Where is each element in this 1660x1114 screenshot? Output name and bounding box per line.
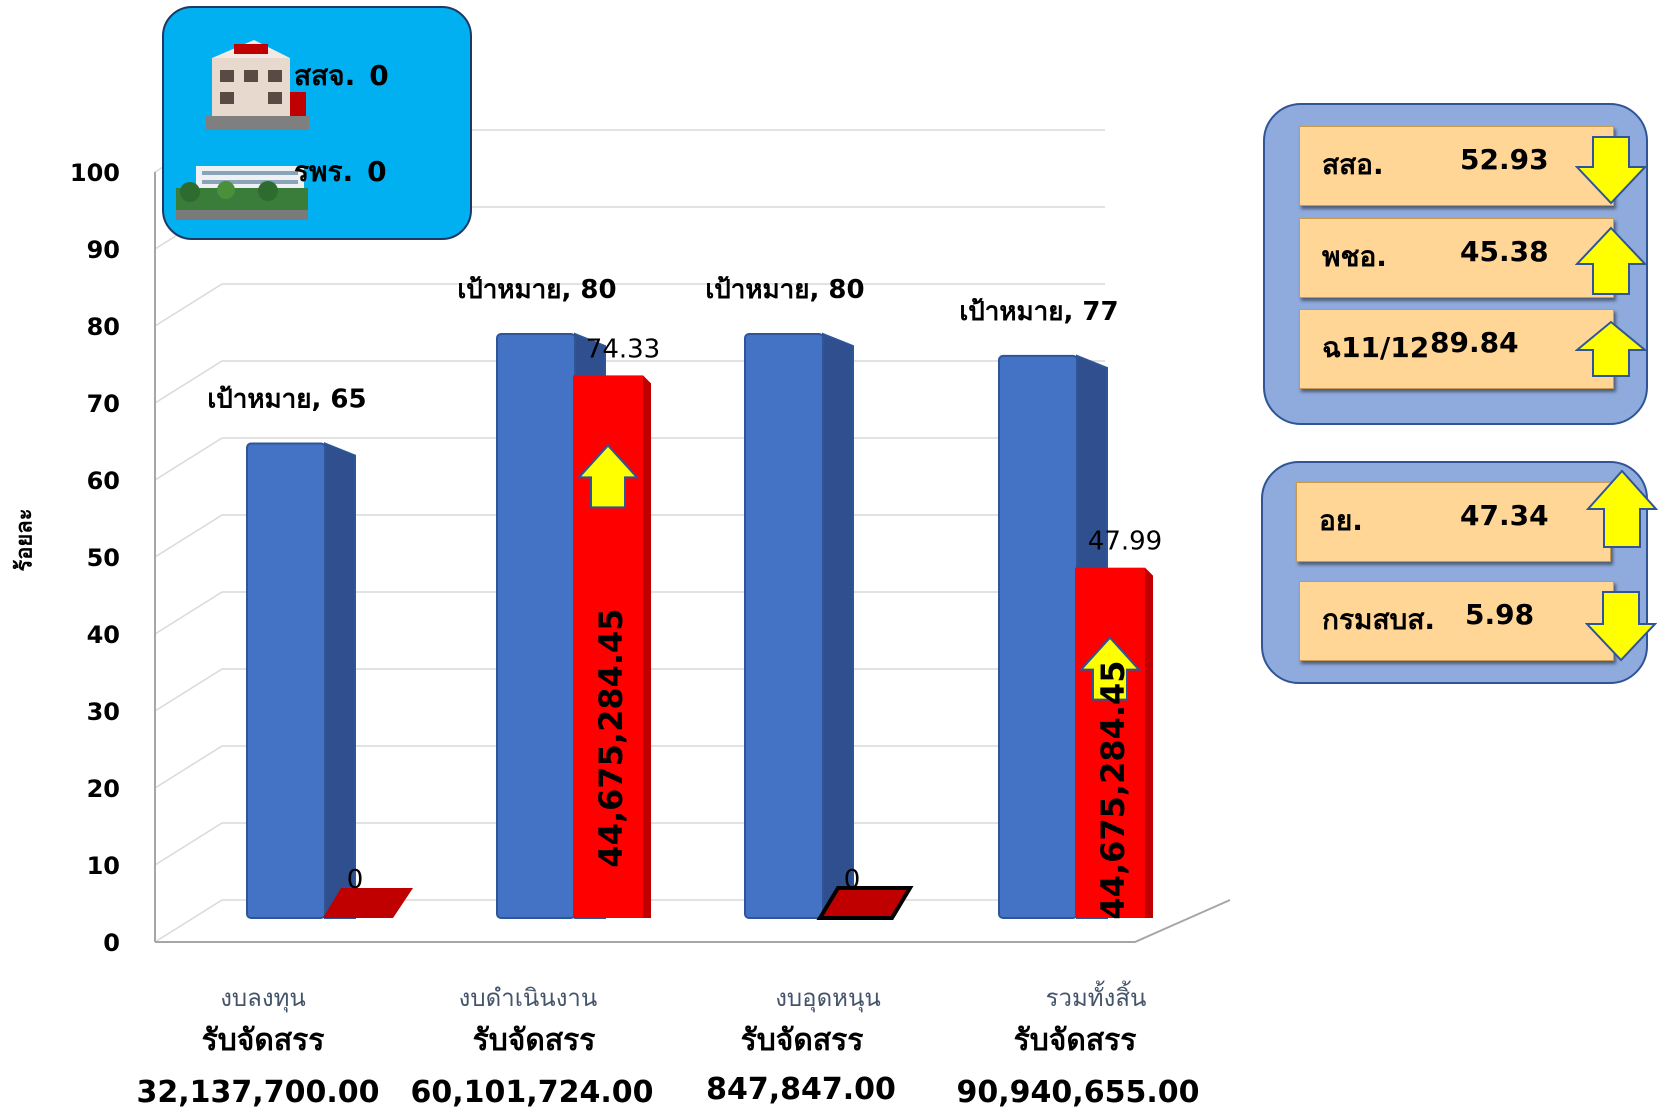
allocation-amount: 90,940,655.00 (956, 1075, 1200, 1110)
indicator-label: ฉ11/12 (1322, 331, 1430, 364)
y-tick-label: 90 (87, 236, 120, 264)
arrow-up-icon (1575, 226, 1647, 295)
indicator-card: อย. 47.34 (1296, 482, 1611, 562)
gridline (154, 745, 223, 789)
x-category-label: งบลงทุน (220, 984, 306, 1012)
allocation-amount: 60,101,724.00 (410, 1075, 654, 1110)
inset-row-hospital: รพร. 0 (294, 150, 401, 194)
arrow-up-icon (1078, 636, 1142, 701)
indicator-card: กรมสบส. 5.98 (1299, 581, 1614, 661)
indicator-value: 47.34 (1460, 499, 1549, 532)
gridline (154, 822, 223, 866)
y-tick-label: 70 (87, 390, 120, 418)
indicator-card: ฉ11/12 89.84 (1299, 309, 1614, 389)
target-bar (496, 333, 576, 919)
y-tick-label: 60 (87, 467, 120, 495)
allocation-heading: รับจัดสรร (201, 1023, 325, 1058)
allocation-heading: รับจัดสรร (1013, 1023, 1137, 1058)
arrow-down-icon (1585, 591, 1657, 662)
allocation-amount: 847,847.00 (706, 1072, 896, 1107)
y-tick-label: 10 (87, 852, 120, 880)
indicator-label: สสอ. (1322, 148, 1384, 181)
indicator-label: อย. (1319, 504, 1363, 537)
hospital-image (176, 158, 308, 220)
y-tick-label: 30 (87, 698, 120, 726)
y-tick-label: 50 (87, 544, 120, 572)
provincial-office-image (194, 30, 309, 130)
gridline (154, 437, 223, 481)
arrow-up-icon (576, 443, 640, 509)
target-bar-side (822, 332, 854, 919)
target-bar (998, 354, 1078, 919)
actual-bar (1075, 567, 1145, 918)
indicator-label: กรมสบส. (1322, 603, 1436, 636)
gridline (154, 899, 223, 943)
target-data-label: เป้าหมาย, 77 (959, 297, 1118, 327)
y-tick-label: 20 (87, 775, 120, 803)
allocation-heading: รับจัดสรร (740, 1023, 864, 1058)
actual-data-label: 47.99 (1088, 527, 1162, 557)
actual-bar-side (1145, 567, 1153, 918)
y-tick-label: 80 (87, 313, 120, 341)
gridline (154, 514, 223, 558)
gridline (154, 360, 223, 404)
indicator-value: 5.98 (1465, 598, 1535, 631)
arrow-up-icon (1575, 320, 1647, 377)
target-bar (744, 333, 824, 919)
arrow-down-icon (1575, 136, 1647, 205)
x-axis-line (155, 899, 1231, 943)
indicator-value: 89.84 (1430, 326, 1519, 359)
allocation-heading: รับจัดสรร (472, 1023, 596, 1058)
inset-value: 0 (367, 155, 387, 188)
indicator-card: สสอ. 52.93 (1299, 126, 1614, 206)
target-bar-side (324, 442, 356, 919)
gridline (154, 283, 223, 327)
actual-data-label: 74.33 (586, 334, 660, 364)
y-tick-label: 40 (87, 621, 120, 649)
gridline (154, 668, 223, 712)
target-bar (246, 442, 326, 919)
gridline (154, 591, 223, 635)
amount-data-label: 44,675,284.45 (1094, 660, 1132, 919)
indicator-value: 52.93 (1460, 143, 1549, 176)
indicator-value: 45.38 (1460, 235, 1549, 268)
amount-data-label: 44,675,284.45 (592, 608, 630, 867)
inset-label: สสจ. (294, 59, 356, 92)
y-axis-label: ร้อยละ (12, 508, 38, 572)
target-data-label: เป้าหมาย, 65 (207, 385, 366, 415)
actual-data-label: 0 (347, 865, 364, 895)
y-tick-label: 0 (103, 929, 120, 957)
actual-bar-side (643, 375, 651, 918)
allocation-amount: 32,137,700.00 (136, 1075, 380, 1110)
indicator-card: พชอ. 45.38 (1299, 218, 1614, 298)
indicator-label: พชอ. (1322, 240, 1387, 273)
inset-box: สสจ. 0 รพร. 0 (162, 6, 472, 240)
actual-data-label: 0 (844, 865, 861, 895)
target-data-label: เป้าหมาย, 80 (457, 275, 616, 305)
x-category-label: รวมทั้งสิ้น (1045, 984, 1147, 1012)
inset-label: รพร. (294, 155, 354, 188)
y-tick-label: 100 (70, 159, 120, 187)
x-category-label: งบดำเนินงาน (458, 984, 598, 1012)
arrow-up-icon (1586, 469, 1658, 548)
inset-value: 0 (369, 59, 389, 92)
x-category-label: งบอุดหนุน (775, 984, 881, 1012)
actual-bar (323, 888, 413, 918)
actual-bar (816, 886, 914, 920)
inset-row-provincial: สสจ. 0 (294, 54, 403, 98)
target-data-label: เป้าหมาย, 80 (705, 275, 864, 305)
